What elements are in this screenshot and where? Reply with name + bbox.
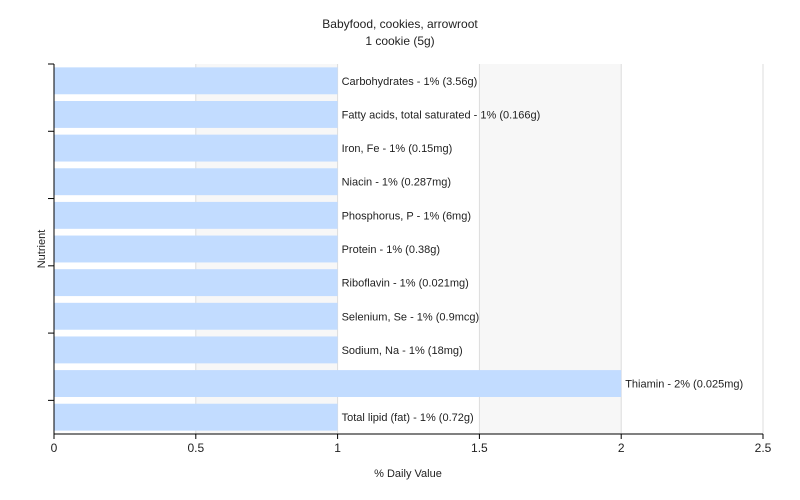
x-axis-title: % Daily Value	[374, 468, 442, 480]
bar	[54, 403, 338, 431]
bar	[54, 201, 338, 229]
bar	[54, 269, 338, 297]
bar	[54, 370, 622, 397]
axes: 0 0.5 1 1.5 2 2.5	[48, 63, 772, 455]
bar-data-label: Sodium, Na - 1% (18mg)	[342, 345, 463, 357]
chart-subtitle: 1 cookie (5g)	[365, 34, 434, 48]
bar-data-label: Niacin - 1% (0.287mg)	[342, 177, 451, 189]
chart-title: Babyfood, cookies, arrowroot	[322, 17, 478, 31]
bars: Carbohydrates - 1% (3.56g) Fatty acids, t…	[54, 67, 743, 431]
bar	[54, 134, 338, 162]
bar-data-label: Iron, Fe - 1% (0.15mg)	[342, 143, 453, 155]
x-tick-label: 2.5	[755, 441, 772, 455]
bar-data-label: Phosphorus, P - 1% (6mg)	[342, 210, 471, 222]
x-tick-label: 2	[618, 441, 625, 455]
bar-data-label: Protein - 1% (0.38g)	[342, 244, 440, 256]
x-tick-label: 0.5	[187, 441, 204, 455]
bar	[54, 67, 338, 95]
bar	[54, 101, 338, 128]
x-tick-label: 0	[51, 441, 58, 455]
y-axis-title: Nutrient	[36, 230, 48, 269]
bar-data-label: Fatty acids, total saturated - 1% (0.166…	[342, 109, 541, 121]
x-tick-label: 1	[334, 441, 341, 455]
bar-data-label: Selenium, Se - 1% (0.9mcg)	[342, 311, 480, 323]
bar-data-label: Thiamin - 2% (0.025mg)	[625, 379, 743, 391]
bar-data-label: Carbohydrates - 1% (3.56g)	[342, 76, 478, 88]
bar	[54, 302, 338, 330]
x-tick-label: 1.5	[471, 441, 488, 455]
bar	[54, 336, 338, 364]
bar-data-label: Total lipid (fat) - 1% (0.72g)	[342, 412, 474, 424]
bar	[54, 168, 338, 196]
bar-data-label: Riboflavin - 1% (0.021mg)	[342, 278, 469, 290]
bar	[54, 235, 338, 263]
